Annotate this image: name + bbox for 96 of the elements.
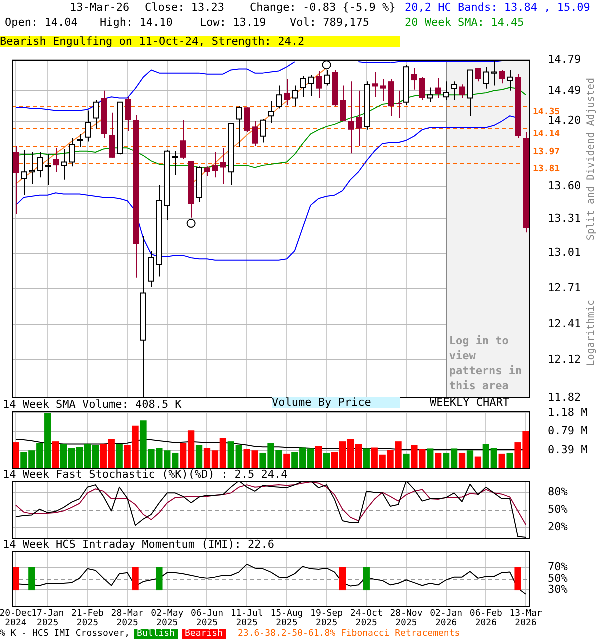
bar <box>498 454 506 469</box>
x-tick-label: 02-Jan 2026 <box>430 609 463 629</box>
candlestick <box>252 120 258 147</box>
candlestick <box>340 85 346 122</box>
text: High: 14.10 <box>100 16 173 29</box>
candlestick <box>180 120 186 160</box>
x-tick-label: 06-Feb 2026 <box>470 609 502 629</box>
y-tick-label: 14.49 <box>548 84 582 97</box>
text: Bearish <box>182 629 226 639</box>
candlestick <box>204 166 210 178</box>
text: Low: 13.19 <box>200 16 266 29</box>
chart-title: 14 Week SMA Volume: 408.5 K <box>3 398 182 411</box>
text: Change: -0.83 {-5.9 %} <box>250 1 396 14</box>
x-tick-label: 17-Jan 2025 <box>32 609 64 629</box>
candlestick <box>316 70 322 99</box>
bar <box>458 452 466 469</box>
text: Logarithmic <box>586 300 597 366</box>
y-tick-label: 14.79 <box>548 52 582 66</box>
annotation: WEEKLY CHART <box>430 396 510 409</box>
y-tick-label: 50% <box>548 572 568 585</box>
bar <box>196 445 203 469</box>
bar <box>52 442 60 469</box>
candlestick <box>436 78 442 99</box>
bar <box>427 448 434 469</box>
x-tick-label: 28-Mar 2025 <box>111 609 144 629</box>
x-tick-label: 02-May 2025 <box>151 609 184 629</box>
candlestick <box>356 90 362 147</box>
y-tick-label: 12.12 <box>548 353 582 366</box>
bar <box>116 444 123 469</box>
chart-title: 14 Week Fast Stochastic (%K)(%D) : 2.5 24.4 <box>3 468 288 481</box>
candlestick <box>460 84 466 99</box>
candlestick <box>212 152 218 178</box>
x-tick-label: 28-Nov 2025 <box>390 609 423 629</box>
bar <box>12 442 20 469</box>
candlestick <box>476 68 482 82</box>
text: 23.6-38.2-50-61.8% Fibonacci Retracements <box>238 629 460 639</box>
text: Bullish <box>134 629 178 639</box>
text: Close: 13.23 <box>145 1 224 14</box>
candlestick <box>126 96 132 132</box>
x-tick-label: 24-Oct 2025 <box>350 609 383 629</box>
y-tick-label: 11.82 <box>548 390 582 404</box>
candlestick <box>372 72 378 98</box>
chart-title: 14 Week HCS Intraday Momentum (IMI): 22.6 <box>3 538 275 551</box>
x-tick-label: 13-Mar 2026 <box>510 609 543 629</box>
legend-title: % K - HCS IMI Crossover, <box>0 629 130 639</box>
x-tick-label: 06-Jun 2025 <box>190 609 224 629</box>
text: Vol: 789,175 <box>290 16 370 29</box>
candlestick <box>412 68 418 90</box>
candlestick <box>220 148 226 185</box>
bar <box>323 452 330 469</box>
x-tick-label: 20-Dec 2024 <box>0 609 32 629</box>
y-tick-label: 80% <box>548 485 568 498</box>
bar <box>435 452 442 469</box>
x-tick-label: 21-Feb 2025 <box>71 609 104 629</box>
candlestick <box>420 76 426 101</box>
candlestick <box>500 70 506 84</box>
bar <box>363 448 370 469</box>
candlestick <box>380 78 386 102</box>
bar <box>315 446 322 469</box>
candlestick <box>244 107 250 133</box>
text: Open: 14.04 <box>5 16 78 29</box>
bar <box>284 454 290 469</box>
candlestick <box>284 78 290 106</box>
x-tick-label: 19-Sep 2025 <box>310 609 344 629</box>
bar <box>466 450 474 469</box>
candlestick <box>396 90 402 119</box>
bar <box>403 454 410 469</box>
text: 20,2 HC Bands: 13.84 , 15.09 <box>405 1 590 14</box>
x-tick-label: 11-Jul 2025 <box>230 609 264 629</box>
annotation: Volume By Price <box>272 396 400 409</box>
candlestick <box>348 81 354 154</box>
y-tick-label: 70% <box>548 560 568 574</box>
y-tick-label: 12.41 <box>548 317 582 330</box>
text: 20 Week SMA: 14.45 <box>405 16 524 29</box>
y-tick-label: 13.01 <box>548 246 582 260</box>
y-tick-label: 13.60 <box>548 179 582 192</box>
bar <box>506 452 514 469</box>
candlestick <box>14 146 20 215</box>
y-tick-label: 13.31 <box>548 212 582 225</box>
y-tick-label: 30% <box>548 583 568 596</box>
y-tick-label: 20% <box>548 520 568 534</box>
y-tick-label: 0.39 M <box>548 443 588 456</box>
y-tick-label: 1.18 M <box>548 406 588 419</box>
y-tick-label: 50% <box>548 502 568 516</box>
ref-line-label: 13.97 <box>533 147 560 158</box>
candlestick <box>110 112 116 158</box>
y-axis-title: Split and Dividend Adjusted <box>586 78 597 241</box>
candlestick <box>54 148 60 173</box>
y-tick-label: 0.79 M <box>548 424 588 438</box>
ref-line-label: 14.14 <box>533 129 561 140</box>
ref-line-label: 13.81 <box>533 164 560 174</box>
x-tick-label: 15-Aug 2025 <box>270 609 304 629</box>
text: 13-Mar-26 <box>70 1 130 14</box>
text: Bearish Engulfing on 11-Oct-24, Strength: 24.2 <box>0 35 400 48</box>
band-label: Log in to view patterns in this area <box>449 334 522 392</box>
y-tick-label: 12.71 <box>548 281 582 294</box>
